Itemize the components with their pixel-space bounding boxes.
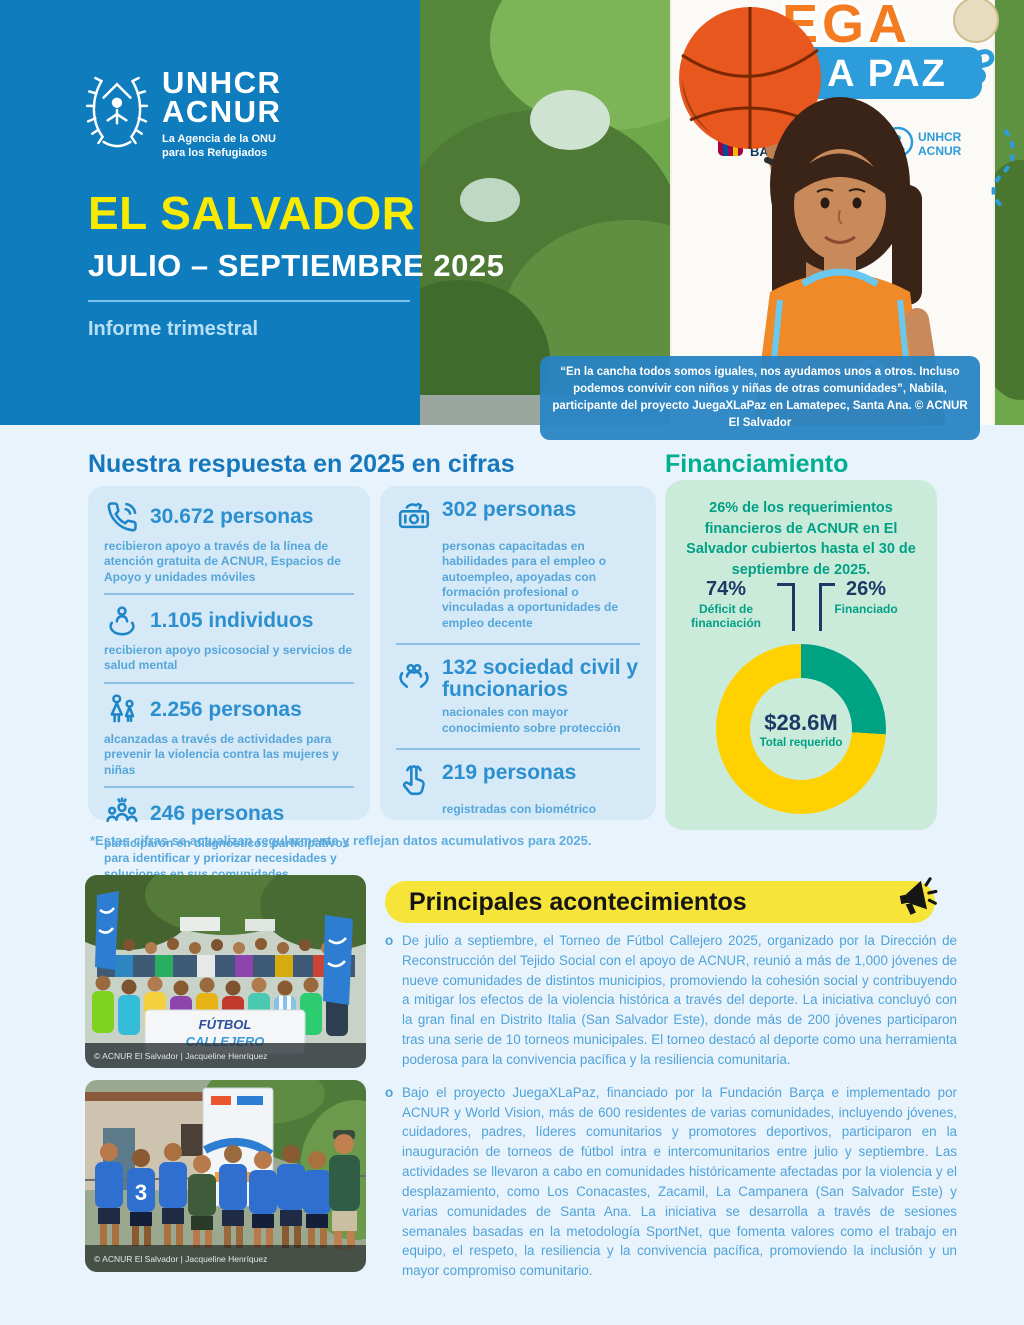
stat-civil-society: 132 sociedad civil y funcionarios nacion…: [396, 657, 640, 736]
title-divider: [88, 300, 410, 302]
divider: [104, 785, 354, 788]
deficit-callout-line: [777, 583, 795, 631]
event-text: De julio a septiembre, el Torneo de Fútb…: [402, 933, 957, 1067]
logo-tagline-line2: para los Refugiados: [162, 146, 268, 159]
events-title: Principales acontecimientos: [409, 887, 747, 916]
stat-desc: personas capacitadas en habilidades para…: [442, 539, 619, 630]
stat-desc: recibieron apoyo psicosocial y servicios…: [104, 643, 353, 673]
stat-livelihoods: 302 personas personas capacitadas en hab…: [396, 498, 640, 631]
logo-tagline-line1: La Agencia de la ONU: [162, 132, 276, 145]
stats-card-2: 302 personas personas capacitadas en hab…: [380, 486, 656, 820]
unhcr-emblem-icon: [85, 76, 149, 148]
bullet-icon: o: [385, 1084, 394, 1100]
team-kids: 3: [95, 1130, 360, 1249]
unhcr-logo-text1: UNHCR: [918, 130, 962, 144]
total-required-value: $28.6M: [764, 709, 838, 735]
photo-futbol-callejero: FÚTBOL CALLEJERO © ACNUR El Salvador | J…: [85, 875, 366, 1068]
stat-psychosocial: 1.105 individuos recibieron apoyo psicos…: [104, 603, 354, 674]
stats-footnote: *Estas cifras se actualizan regularmente…: [90, 833, 592, 848]
report-type: Informe trimestral: [88, 318, 259, 340]
divider: [396, 747, 640, 750]
stat-desc: recibieron apoyo a través de la línea de…: [104, 539, 341, 584]
financing-card: 26% de los requerimientos financieros de…: [665, 480, 937, 830]
page-title: EL SALVADOR: [88, 187, 416, 239]
event-text: Bajo el proyecto JuegaXLaPaz, financiado…: [402, 1084, 957, 1279]
bullet-icon: o: [385, 933, 394, 948]
event-item-torneo: o De julio a septiembre, el Torneo de Fú…: [385, 931, 957, 1070]
banner-word-lapaz: A PAZ: [827, 53, 947, 95]
funded-percentage: 26%: [845, 578, 887, 600]
unhcr-logo: UNHCR ACNUR La Agencia de la ONU para lo…: [84, 65, 282, 160]
stat-value: 2.256 personas: [150, 697, 302, 721]
photo-juegaxlapaz-team: 3 © ACNUR El Salvador | Jacqueline Henrí…: [85, 1080, 366, 1272]
deficit-label: 74% Déficit de financiación: [673, 578, 779, 631]
women-girls-icon: [104, 692, 140, 728]
deficit-percentage: 74%: [705, 578, 747, 600]
page-period: JULIO – SEPTIEMBRE 2025: [88, 248, 505, 283]
title-block: EL SALVADOR JULIO – SEPTIEMBRE 2025 Info…: [88, 186, 504, 341]
stat-value: 219 personas: [442, 760, 577, 784]
photo1-caption: © ACNUR El Salvador | Jacqueline Henríqu…: [94, 1051, 267, 1061]
stat-hotline: 30.672 personas recibieron apoyo a travé…: [104, 499, 354, 585]
stat-participatory-diagnostics: 246 personas participaron en diagnóstico…: [104, 796, 354, 882]
photo-quote-caption: “En la cancha todos somos iguales, nos a…: [540, 356, 980, 441]
stat-value: 302 personas: [442, 498, 577, 521]
photo2-caption: © ACNUR El Salvador | Jacqueline Henríqu…: [94, 1254, 267, 1264]
total-required-label: Total requerido: [759, 736, 843, 749]
biometric-registration-icon: [396, 762, 432, 798]
civil-society-icon: [396, 657, 432, 693]
funded-text: Financiado: [834, 602, 898, 616]
event-flag-right: [323, 915, 353, 1005]
deficit-text: Déficit de financiación: [690, 602, 761, 631]
funding-donut: $28.6M Total requerido: [716, 644, 886, 814]
funded-label: 26% Financiado: [817, 578, 915, 616]
donut-center: $28.6M Total requerido: [750, 678, 852, 780]
events-list: o De julio a septiembre, el Torneo de Fú…: [385, 931, 957, 1294]
divider: [104, 593, 354, 596]
stat-biometric: 219 personas registradas con biométrico: [396, 760, 640, 817]
phone-support-icon: [104, 499, 140, 535]
logo-org-line2: ACNUR: [162, 94, 282, 130]
event-item-juegaxlapaz: o Bajo el proyecto JuegaXLaPaz, financia…: [385, 1083, 957, 1281]
event-flag-left: [95, 891, 119, 970]
svg-text:3: 3: [135, 1180, 147, 1205]
svg-text:FÚTBOL: FÚTBOL: [199, 1017, 252, 1032]
livelihoods-money-icon: [396, 499, 432, 535]
stat-value: 1.105 individuos: [150, 609, 314, 633]
psychosocial-care-icon: [104, 603, 140, 639]
divider: [396, 643, 640, 646]
megaphone-icon: [899, 877, 938, 915]
financing-summary: 26% de los requerimientos financieros de…: [686, 500, 916, 578]
events-header: Principales acontecimientos: [385, 881, 935, 923]
stat-value: 30.672 personas: [150, 504, 314, 528]
funded-callout-line: [819, 583, 835, 631]
stat-desc: nacionales con mayor conocimiento sobre …: [442, 705, 621, 735]
stat-desc: registradas con biométrico: [442, 801, 597, 816]
stat-gbv-prevention: 2.256 personas alcanzadas a través de ac…: [104, 692, 354, 778]
community-group-icon: [104, 796, 140, 832]
logo-org-line1: UNHCR: [162, 65, 282, 100]
stat-value: 132 sociedad civil y funcionarios: [442, 656, 639, 702]
stat-desc: alcanzadas a través de actividades para …: [104, 731, 339, 777]
stat-value: 246 personas: [150, 801, 285, 825]
stats-card-1: 30.672 personas recibieron apoyo a travé…: [88, 486, 370, 881]
financing-section-title: Financiamiento: [665, 450, 849, 478]
unhcr-logo-text2: ACNUR: [918, 144, 962, 158]
header-banner: EGA A PAZ FUNDACIÓ BARÇA UNHCR: [0, 0, 1024, 441]
stats-section-title: Nuestra respuesta en 2025 en cifras: [88, 450, 515, 478]
coach-figure: [329, 1130, 360, 1249]
divider: [104, 681, 354, 684]
